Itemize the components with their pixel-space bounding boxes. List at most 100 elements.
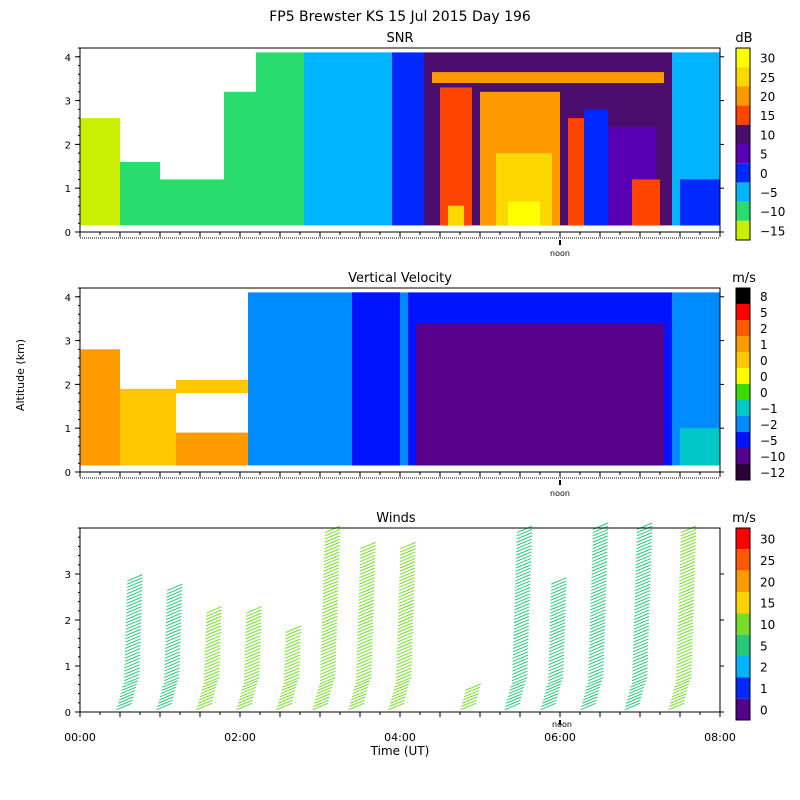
wind-barb [514, 609, 530, 617]
wind-barb [672, 686, 689, 695]
wind-barb [634, 606, 650, 614]
heatmap-cell [248, 292, 312, 466]
wind-barb [205, 638, 221, 646]
wind-barb [203, 677, 220, 685]
wind-barb [676, 651, 693, 659]
wind-barb [583, 689, 600, 698]
heatmap-cell [680, 179, 720, 226]
wind-barb [592, 538, 608, 546]
wind-barb [277, 699, 293, 707]
wind-barb [324, 538, 340, 546]
wind-barb [636, 525, 653, 534]
wind-barb [634, 609, 650, 617]
wind-barb [514, 580, 531, 588]
wind-profile [668, 525, 697, 711]
wind-barb [547, 677, 564, 685]
colorbar-swatch [736, 384, 750, 400]
wind-profile [276, 625, 302, 711]
heatmap-cell [256, 52, 304, 226]
wind-barb [548, 670, 564, 678]
wind-barb [634, 586, 651, 595]
wind-barb [320, 670, 336, 678]
wind-barb [164, 660, 180, 669]
wind-barb [197, 699, 213, 707]
wind-barb [625, 699, 641, 707]
colorbar-label: 0 [760, 354, 768, 368]
wind-barb [359, 551, 376, 559]
wind-barb [357, 615, 374, 624]
wind-barb [238, 693, 255, 701]
wind-barb [678, 590, 695, 598]
wind-barb [635, 564, 652, 572]
wind-barb [357, 612, 374, 621]
wind-barb [321, 612, 338, 621]
colorbar-label: 10 [760, 618, 775, 632]
wind-barb [322, 599, 338, 608]
wind-barb [312, 702, 328, 711]
y-axis-label: Altitude (km) [14, 339, 27, 411]
colorbar-label: 0 [760, 370, 768, 384]
wind-barb [321, 625, 338, 633]
wind-barb [205, 615, 222, 624]
wind-barb [119, 689, 136, 698]
wind-barb [515, 567, 531, 575]
wind-barb [513, 635, 529, 643]
colorbar-label: 20 [760, 90, 775, 104]
wind-barb [589, 631, 605, 640]
wind-barb [324, 532, 341, 540]
colorbar-swatch [736, 634, 750, 656]
wind-barb [204, 660, 220, 669]
wind-barb [592, 528, 609, 537]
wind-barb [514, 599, 530, 608]
wind-barb [124, 664, 140, 672]
figure-title: FP5 Brewster KS 15 Jul 2015 Day 196 [269, 9, 531, 25]
wind-barb [396, 648, 413, 656]
wind-barb [588, 664, 604, 672]
wind-barb [127, 577, 143, 585]
wind-barb [506, 696, 522, 704]
wind-barb [237, 699, 253, 707]
snr-units: dB [735, 31, 752, 46]
wind-barb [677, 622, 694, 630]
wind-barb [514, 603, 530, 611]
wind-barb [127, 574, 143, 582]
wind-barb [124, 644, 141, 653]
colorbar-swatch [736, 570, 750, 592]
wind-barb [200, 686, 217, 695]
wind-barb [678, 583, 695, 592]
wind-barb [636, 535, 653, 543]
heatmap-cell [120, 161, 160, 226]
wind-barb [549, 619, 566, 627]
wind-barb [356, 654, 373, 662]
wind-barb [398, 593, 415, 601]
wind-barb [591, 554, 608, 563]
wind-barb [240, 686, 257, 695]
wind-barb [125, 615, 142, 624]
wind-barb [206, 606, 222, 614]
wind-barb [126, 583, 143, 592]
snr-colorbar: 30 25 20 15 10 5 0 −5 −10 −15 [735, 47, 785, 241]
wind-barb [392, 686, 409, 695]
colorbar-label: 25 [760, 554, 775, 568]
wind-barb [512, 651, 529, 659]
wind-barb [542, 696, 558, 704]
wind-barb [204, 641, 221, 649]
wind-barb [166, 590, 183, 598]
wind-barb [323, 570, 339, 579]
wind-barb [124, 651, 141, 659]
wind-barb [680, 528, 697, 537]
wind-barb [166, 609, 182, 617]
wind-barb [243, 677, 260, 685]
wind-barb [313, 699, 329, 707]
wind-barb [350, 693, 367, 701]
wind-barb [320, 648, 337, 656]
wind-barb [156, 702, 172, 711]
wind-barb [670, 696, 686, 704]
wind-barb [550, 586, 567, 595]
wind-barb [164, 641, 181, 649]
wind-barb [396, 641, 413, 649]
wind-barb [631, 677, 648, 685]
wind-barb [158, 696, 174, 704]
wind-profile [348, 541, 376, 711]
wind-barb [398, 586, 415, 595]
